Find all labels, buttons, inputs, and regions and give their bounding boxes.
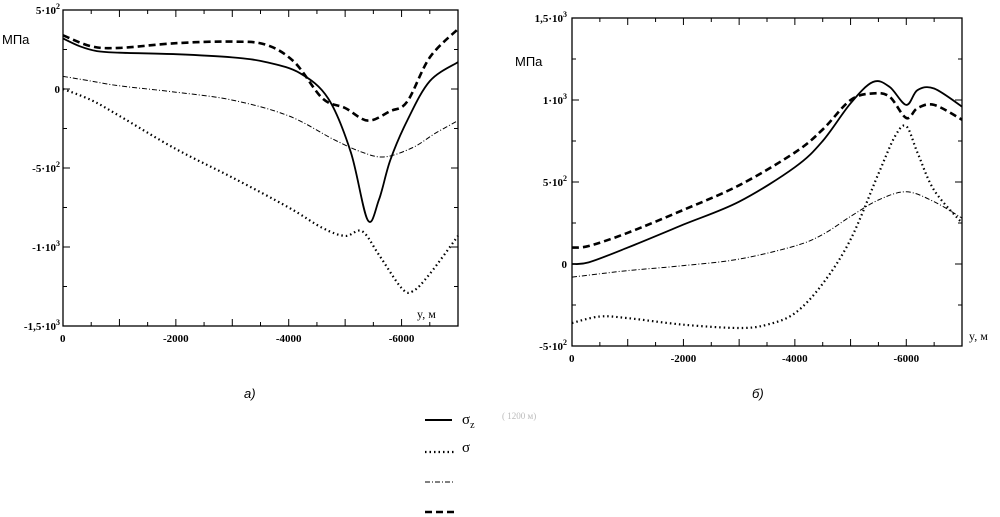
legend: σz ( 1200 м) σ [425, 411, 536, 514]
chart-b-plot-frame [571, 17, 963, 347]
chart-b-x-tick-label: -4000 [782, 353, 808, 365]
chart-a-y-tick-label: -5·102 [32, 160, 60, 175]
chart-b-series-dashdot-line [571, 191, 963, 278]
chart-a-y-tick-label: 5·102 [36, 2, 60, 17]
chart-a-caption: а) [244, 386, 256, 401]
chart-a-x-axis-label: y, м [417, 307, 436, 321]
chart-b-caption: б) [752, 386, 764, 401]
legend-label-sigma-z: σz [462, 412, 475, 431]
chart-b-y-unit: МПа [515, 54, 543, 69]
chart-b-y-tick-label: 1,5·103 [535, 10, 567, 25]
chart-a-series-dashdot-line [62, 75, 459, 158]
legend-label-sigma: σ [462, 440, 470, 456]
chart-b-x-tick-labels: 0 -2000 -4000 -6000 [569, 353, 920, 365]
chart-b-series-dashed-line [571, 91, 963, 249]
chart-a-x-tick-label: -2000 [163, 333, 189, 345]
chart-a-x-tick-label: 0 [60, 333, 66, 345]
chart-b-y-tick-label: 5·102 [543, 174, 567, 189]
chart-a-plot-frame [62, 9, 459, 327]
chart-b-x-tick-label: -2000 [671, 353, 697, 365]
chart-a-x-tick-label: -4000 [276, 333, 302, 345]
chart-b-x-tick-label: -6000 [893, 353, 919, 365]
legend-note: ( 1200 м) [502, 411, 536, 421]
chart-a-x-tick-labels: 0 -2000 -4000 -6000 [60, 333, 415, 345]
chart-b-series-dotted-line [571, 124, 963, 330]
chart-a-y-tick-label: 0 [55, 84, 61, 96]
chart-a-y-tick-labels: 5·102 0 -5·102 -1·103 -1,5·103 [24, 2, 61, 333]
chart-b-y-tick-label: -5·102 [539, 338, 567, 353]
chart-a: МПа y, м 5·102 0 -5·102 -1·103 -1,5·103 0 -20… [2, 2, 459, 401]
legend-symbol: σ [462, 412, 470, 428]
chart-a-series [62, 28, 459, 294]
chart-b-ticks [571, 17, 963, 347]
chart-a-series-solid-line [62, 37, 459, 223]
legend-subscript: z [470, 420, 475, 431]
chart-a-y-tick-label: -1,5·103 [24, 318, 60, 333]
chart-a-y-tick-label: -1·103 [32, 239, 60, 254]
chart-b-y-tick-labels: 1,5·103 1·103 5·102 0 -5·102 [535, 10, 568, 353]
chart-b-series-solid-line [571, 80, 963, 265]
chart-a-y-unit: МПа [2, 32, 30, 47]
chart-a-series-dashed-line [62, 28, 459, 122]
chart-a-ticks [62, 9, 459, 327]
chart-b-series [571, 80, 963, 330]
chart-b-y-tick-label: 0 [562, 259, 568, 271]
chart-a-series-dotted-line [62, 87, 459, 294]
chart-a-x-tick-label: -6000 [389, 333, 415, 345]
chart-b-x-tick-label: 0 [569, 353, 575, 365]
chart-b-x-axis-label: y, м [969, 329, 988, 343]
chart-b-y-tick-label: 1·103 [543, 92, 567, 107]
